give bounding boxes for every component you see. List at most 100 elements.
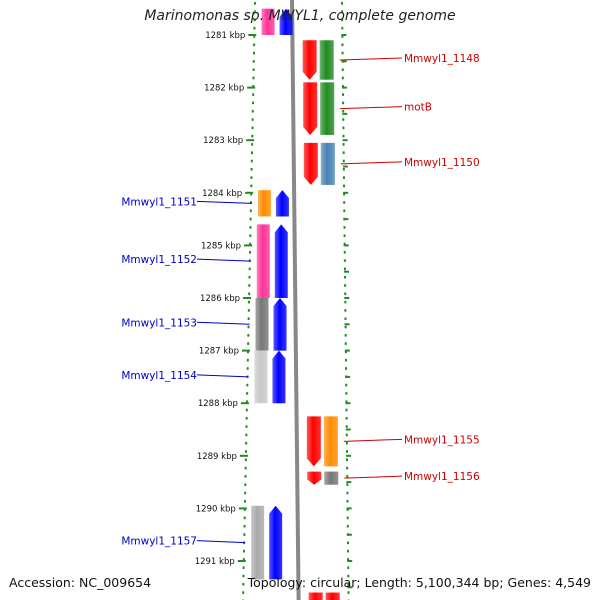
ruler-dot-left [245,417,248,420]
ruler-dot-left [248,275,251,279]
ruler-dot-left [244,458,247,462]
protein-arrow-Mmwyl1_1151 [275,190,289,217]
ruler-dot-left [245,425,248,428]
ruler-dot-right [343,184,346,188]
ruler-dot-left [245,408,248,412]
ruler-dot-left [249,209,252,213]
gene-label-Mmwyl1_1153: Mmwyl1_1153 [121,317,197,329]
ruler-dot-left [249,242,252,246]
ruler-dot-left [249,217,252,221]
gene-label-motB: motB [404,102,432,114]
gene-box-Mmwyl1_1157 [251,505,265,580]
gene-label-line-Mmwyl1_1153 [196,321,250,325]
ruler-dot-right [345,450,348,453]
ruler-dot-right [344,334,347,337]
ruler-dot-left [248,267,251,271]
ruler-dot-right [344,284,347,287]
ruler-dot-left [245,441,248,445]
ruler-dot-right [342,126,345,130]
ruler-dot-right [341,35,344,38]
ruler-dot-left [251,143,254,146]
gene-label-line-Mmwyl1_1154 [196,374,249,378]
gene-label-Mmwyl1_1150: Mmwyl1_1150 [404,157,480,169]
ruler-dot-left [251,101,254,105]
ruler-dot-right [342,151,345,154]
ruler-dot-right [345,392,348,395]
gene-box-Mmwyl1_1151 [257,190,271,217]
gene-box-Mmwyl1_1152 [256,224,270,298]
ruler-dot-left [251,109,254,113]
ruler-dot-left [253,43,256,47]
ruler-dot-left [251,126,254,130]
ruler-dot-left [248,284,251,287]
ruler-dot-right [342,118,345,121]
ruler-dot-left [253,26,256,30]
ruler-dot-left [242,591,245,594]
protein-box-motB [320,82,335,135]
ruler-dot-left [244,450,247,453]
ruler-dot-right [346,541,349,545]
ruler-dot-left [246,358,249,362]
ruler-dot-right [341,18,344,22]
scale-tick-label: 1282 kbp [204,84,244,94]
ruler-dot-right [346,516,349,520]
ruler-dot-right [345,425,348,428]
ruler-dot-left [244,483,247,486]
gene-arrow-Mmwyl1_1148 [302,40,317,80]
gene-box-top-partial-left [261,8,275,35]
gene-label-Mmwyl1_1148: Mmwyl1_1148 [404,53,480,65]
ruler-dot-right [341,76,344,80]
ruler-dot-right [342,159,345,163]
ruler-dot-right [344,325,347,329]
ruler-dot-right [341,85,344,88]
gene-label-line-Mmwyl1_1152 [196,258,251,262]
ruler-dot-right [346,500,349,503]
scale-tick-label: 1284 kbp [202,189,242,199]
ruler-dot-left [248,259,251,262]
ruler-dot-left [253,35,256,38]
ruler-dot-left [249,226,252,229]
ruler-dot-left [243,533,246,536]
ruler-dot-right [341,43,344,47]
ruler-dot-left [244,491,247,495]
ruler-dot-left [253,10,256,13]
ruler-dot-right [342,109,345,113]
ruler-dot-left [242,558,245,561]
ruler-dot-left [242,566,245,569]
protein-box-bottom-partial-right [325,592,340,600]
ruler-dot-right [341,68,344,71]
ruler-dot-right [346,524,349,528]
ruler-dot-right [344,309,347,312]
ruler-dot-right [347,549,350,553]
ruler-dot-left [244,500,246,503]
scale-tick-label: 1285 kbp [201,241,241,251]
gene-arrow-motB [303,82,318,135]
ruler-dot-left [248,251,251,254]
ruler-dot-left [243,516,246,520]
protein-arrow-Mmwyl1_1152 [274,224,288,298]
ruler-dot-left [252,85,255,88]
ruler-dot-right [344,350,347,354]
ruler-dot-left [245,433,248,437]
ruler-dot-left [244,466,247,470]
ruler-dot-right [347,583,350,586]
ruler-dot-left [249,201,252,204]
gene-label-line-Mmwyl1_1150 [340,161,403,165]
ruler-dot-right [343,259,346,262]
ruler-dot-right [342,93,345,96]
ruler-dot-right [343,251,346,254]
protein-box-Mmwyl1_1150 [320,142,335,185]
gene-label-line-Mmwyl1_1151 [196,200,252,204]
ruler-dot-left [250,192,253,196]
ruler-dot-right [346,466,349,470]
ruler-dot-right [345,400,348,403]
ruler-dot-left [247,325,250,329]
ruler-dot-left [243,508,246,511]
ruler-dot-right [344,317,347,320]
gene-arrow-Mmwyl1_1150 [303,142,318,185]
ruler-dot-left [250,168,253,171]
ruler-dot-left [251,134,254,138]
ruler-dot-right [343,226,346,229]
ruler-dot-left [243,549,246,553]
ruler-dot-right [341,2,344,5]
